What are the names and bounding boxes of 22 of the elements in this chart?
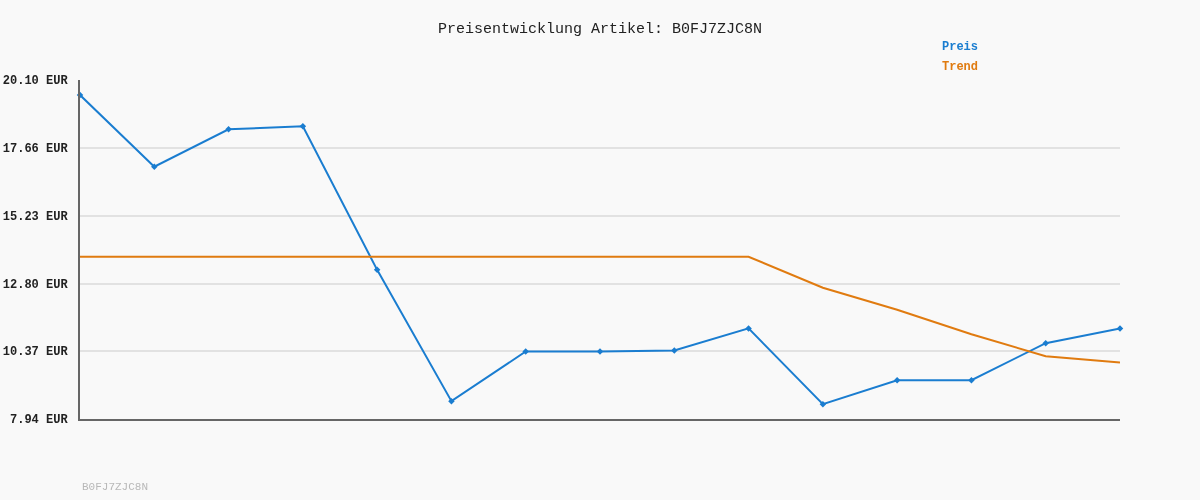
- text: Trend: [942, 60, 979, 74]
- point: [1042, 339, 1049, 347]
- point: [225, 126, 232, 133]
- point: [373, 266, 381, 274]
- point: [522, 348, 529, 355]
- point: [819, 400, 827, 408]
- point: [745, 325, 752, 332]
- point: [151, 163, 158, 170]
- point: [299, 123, 307, 130]
- y-tick-label: 15.23 EUR: [2, 209, 69, 224]
- y-tick-label: 20.10 EUR: [2, 74, 69, 89]
- y-tick-label: 10.37 EUR: [2, 345, 69, 360]
- text: B0FJ7ZJC8N: [82, 481, 149, 493]
- point: [893, 377, 901, 384]
- text: Preis: [942, 40, 979, 54]
- y-tick-label: 7.94 EUR: [9, 413, 69, 428]
- chart-title: Preisentwicklung Artikel: B0FJ7ZJC8N: [437, 21, 763, 39]
- y-tick-label: 12.80 EUR: [2, 277, 69, 292]
- y-tick-label: 17.66 EUR: [2, 142, 69, 157]
- line-series: [80, 255, 1120, 364]
- point: [968, 377, 975, 384]
- point: [671, 347, 678, 354]
